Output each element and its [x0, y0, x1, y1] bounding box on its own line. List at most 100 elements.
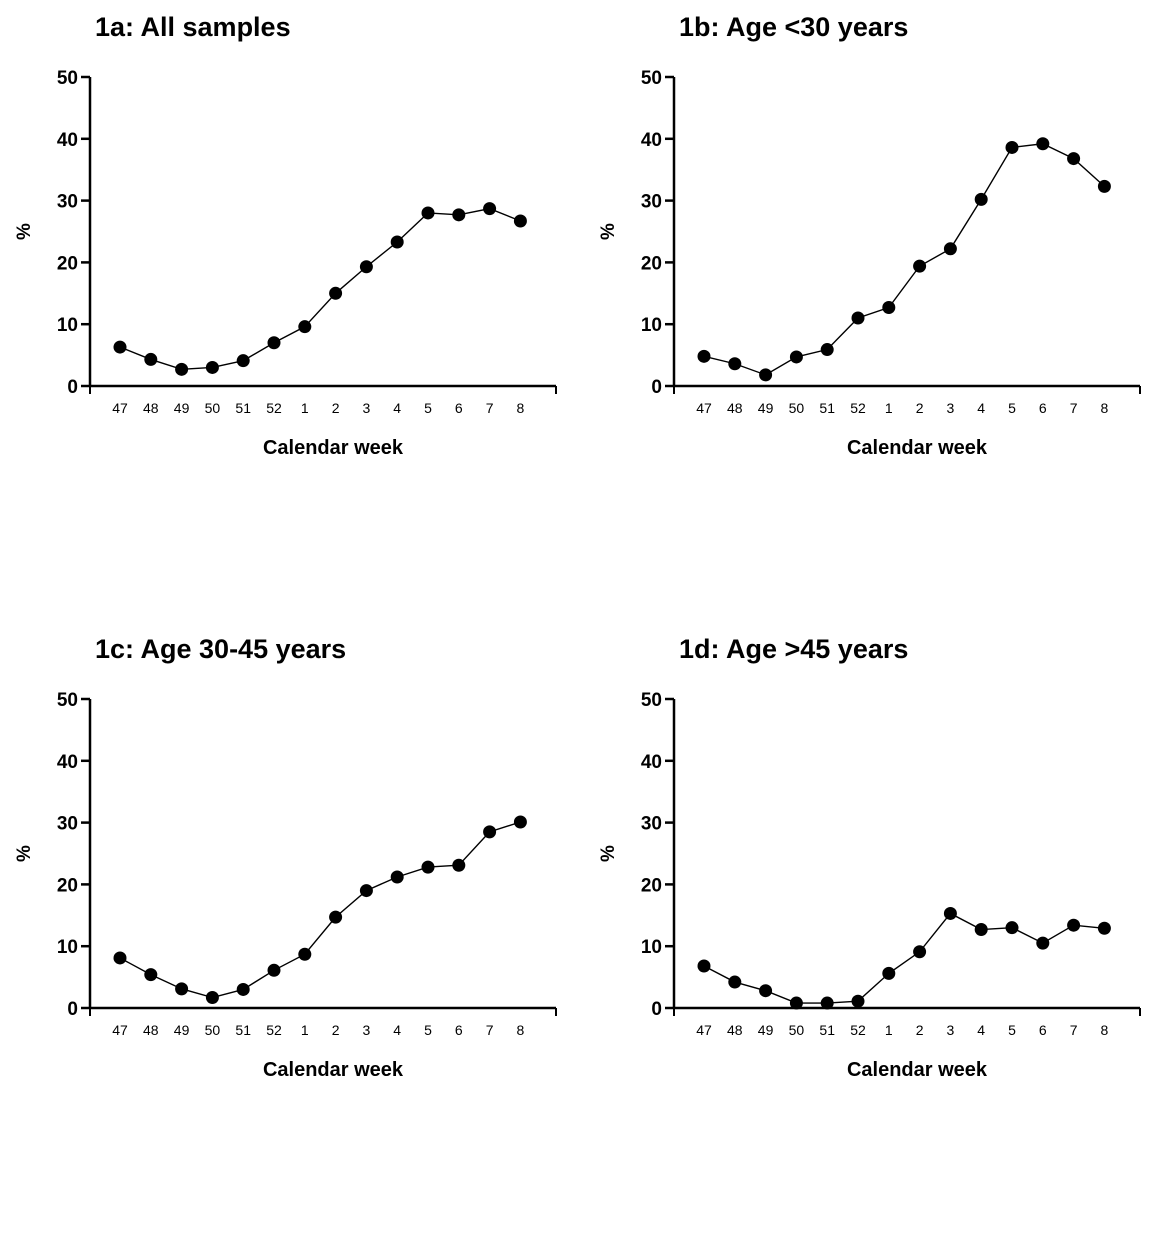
data-point — [513, 214, 527, 228]
x-tick-label: 51 — [819, 400, 835, 416]
x-tick-label: 49 — [174, 400, 190, 416]
x-tick-label: 7 — [486, 1022, 494, 1038]
x-tick-label: 49 — [174, 1022, 190, 1038]
y-axis-label: % — [598, 845, 619, 862]
data-point — [943, 242, 957, 256]
data-point — [1036, 137, 1050, 151]
data-point — [697, 959, 711, 973]
data-point — [820, 996, 834, 1010]
y-tick-label: 0 — [651, 377, 662, 398]
data-point — [205, 360, 219, 374]
y-tick-label: 20 — [641, 253, 662, 274]
data-point — [390, 235, 404, 249]
x-tick-label: 50 — [205, 400, 221, 416]
x-axis-label: Calendar week — [847, 1059, 988, 1081]
data-point — [113, 340, 127, 354]
data-point — [298, 320, 312, 334]
data-point — [113, 951, 127, 965]
data-point — [974, 192, 988, 206]
data-point — [759, 368, 773, 382]
y-tick-label: 30 — [641, 814, 662, 835]
x-tick-label: 52 — [266, 400, 282, 416]
y-tick-label: 50 — [57, 68, 78, 89]
chart-panel-1c: 1c: Age 30-45 years 0 10 20 30 40 50 47 48 49 50 51… — [0, 622, 583, 1244]
data-point — [882, 966, 896, 980]
data-point — [236, 354, 250, 368]
x-tick-label: 2 — [332, 1022, 340, 1038]
x-tick-label: 1 — [301, 1022, 309, 1038]
series-line — [119, 821, 521, 999]
data-point — [452, 858, 466, 872]
x-tick-label: 1 — [301, 400, 309, 416]
y-tick-label: 50 — [641, 68, 662, 89]
y-tick-label: 0 — [67, 377, 78, 398]
x-axis-label: Calendar week — [263, 1059, 404, 1081]
series-line — [703, 143, 1105, 376]
x-tick-label: 51 — [235, 400, 251, 416]
data-point — [452, 208, 466, 222]
x-tick-label: 7 — [486, 400, 494, 416]
chart-title: 1a: All samples — [95, 12, 291, 42]
data-point — [728, 357, 742, 371]
x-tick-label: 6 — [1039, 400, 1047, 416]
data-point — [851, 994, 865, 1008]
y-tick-label: 10 — [641, 937, 662, 958]
series-line — [119, 207, 521, 371]
y-tick-label: 10 — [57, 937, 78, 958]
y-tick-label: 20 — [641, 875, 662, 896]
data-point — [820, 343, 834, 357]
chart-title: 1d: Age >45 years — [679, 634, 908, 664]
x-tick-label: 50 — [789, 1022, 805, 1038]
y-tick-label: 0 — [651, 999, 662, 1020]
data-point — [913, 259, 927, 273]
y-tick-label: 30 — [57, 192, 78, 213]
data-point — [267, 963, 281, 977]
y-tick-label: 40 — [641, 752, 662, 773]
x-tick-label: 48 — [727, 1022, 743, 1038]
data-point — [913, 945, 927, 959]
data-point — [390, 870, 404, 884]
x-tick-label: 3 — [363, 1022, 371, 1038]
x-tick-label: 4 — [393, 1022, 401, 1038]
y-tick-label: 10 — [57, 315, 78, 336]
x-tick-label: 48 — [143, 1022, 159, 1038]
x-tick-label: 52 — [850, 1022, 866, 1038]
chart-panel-1b: 1b: Age <30 years 0 10 20 30 40 50 47 48 49 50 51 52… — [584, 0, 1167, 622]
x-axis-label: Calendar week — [847, 437, 988, 459]
x-tick-label: 4 — [977, 400, 985, 416]
chart-panel-1a: 1a: All samples 0 10 20 30 40 50 47 48 49 50 51 52 1 2… — [0, 0, 583, 622]
x-tick-label: 50 — [205, 1022, 221, 1038]
x-axis-label: Calendar week — [263, 437, 404, 459]
x-tick-label: 52 — [266, 1022, 282, 1038]
x-tick-label: 4 — [393, 400, 401, 416]
data-point — [943, 906, 957, 920]
x-tick-label: 48 — [727, 400, 743, 416]
data-point — [1005, 140, 1019, 154]
data-point — [205, 990, 219, 1004]
chart-panel-1d: 1d: Age >45 years 0 10 20 30 40 50 47 48 49 50 51 52… — [584, 622, 1167, 1244]
data-point — [144, 968, 158, 982]
y-tick-label: 10 — [641, 315, 662, 336]
x-tick-label: 5 — [424, 400, 432, 416]
data-point — [697, 349, 711, 363]
data-point — [298, 947, 312, 961]
data-point — [1036, 936, 1050, 950]
y-tick-label: 40 — [57, 130, 78, 151]
x-tick-label: 51 — [235, 1022, 251, 1038]
data-point — [1067, 152, 1081, 166]
data-point — [1097, 921, 1111, 935]
x-tick-label: 47 — [112, 400, 128, 416]
data-point — [851, 311, 865, 325]
x-tick-label: 48 — [143, 400, 159, 416]
data-point — [359, 260, 373, 274]
x-tick-label: 1 — [885, 1022, 893, 1038]
x-tick-label: 2 — [332, 400, 340, 416]
y-axis-label: % — [598, 223, 619, 240]
x-tick-label: 3 — [947, 1022, 955, 1038]
data-point — [175, 982, 189, 996]
x-tick-label: 49 — [758, 1022, 774, 1038]
x-tick-label: 2 — [916, 1022, 924, 1038]
data-point — [974, 923, 988, 937]
chart-title: 1c: Age 30-45 years — [95, 634, 346, 664]
